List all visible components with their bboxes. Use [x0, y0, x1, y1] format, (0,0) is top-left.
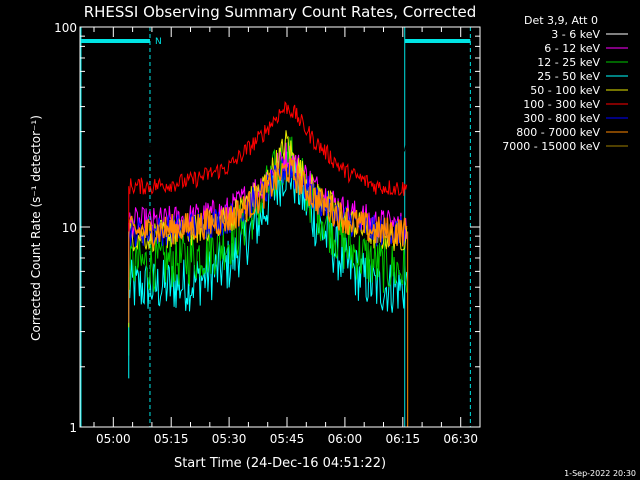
series-line — [128, 158, 408, 247]
legend-entry-label: 25 - 50 keV — [537, 70, 600, 83]
legend-entry-label: 100 - 300 keV — [523, 98, 600, 111]
legend-entry-label: 50 - 100 keV — [530, 84, 600, 97]
y-axis-label: Corrected Count Rate (s⁻¹ detector⁻¹) — [29, 115, 43, 341]
plot-frame — [79, 26, 481, 428]
series-line — [128, 136, 408, 293]
legend-entry-label: 800 - 7000 keV — [516, 126, 600, 139]
x-tick-label: 05:00 — [96, 432, 131, 446]
series-line — [128, 86, 408, 156]
x-axis-label: Start Time (24-Dec-16 04:51:22) — [174, 456, 386, 471]
legend-entry-label: 3 - 6 keV — [551, 28, 600, 41]
y-tick-label: 100 — [54, 21, 77, 35]
y-tick-label: 10 — [62, 221, 77, 235]
legend-entry-label: 12 - 25 keV — [537, 56, 600, 69]
y-tick-label: 1 — [69, 421, 77, 435]
series-line — [128, 157, 408, 248]
legend-entry-label: 7000 - 15000 keV — [502, 140, 600, 153]
series-line — [128, 101, 408, 196]
night-flag-bar — [80, 39, 150, 43]
night-flag-label: N — [155, 37, 162, 47]
legend-title: Det 3,9, Att 0 — [524, 14, 598, 27]
footer-timestamp: 1-Sep-2022 20:30 — [564, 469, 636, 478]
x-tick-label: 05:30 — [212, 432, 247, 446]
x-tick-label: 06:30 — [443, 432, 478, 446]
x-tick-label: 06:15 — [386, 432, 421, 446]
legend-entry-label: 6 - 12 keV — [544, 42, 600, 55]
legend-entry-label: 300 - 800 keV — [523, 112, 600, 125]
night-flag-bar — [404, 39, 471, 43]
x-tick-label: 06:00 — [328, 432, 363, 446]
x-tick-label: 05:15 — [154, 432, 189, 446]
x-tick-label: 05:45 — [270, 432, 305, 446]
chart-title: RHESSI Observing Summary Count Rates, Co… — [84, 3, 477, 21]
